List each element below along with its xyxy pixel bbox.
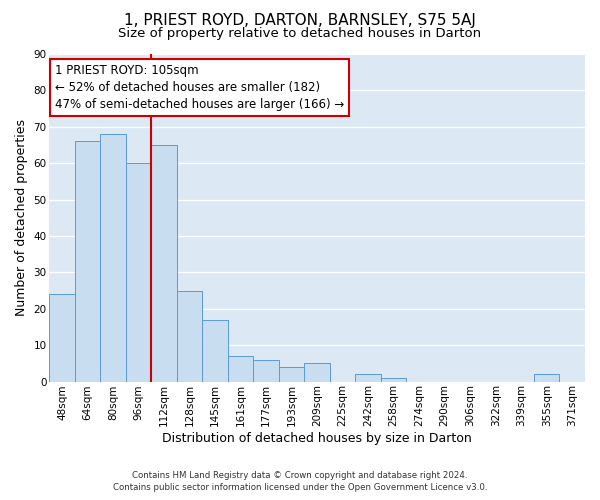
Bar xyxy=(75,142,100,382)
Bar xyxy=(253,360,279,382)
Text: Contains HM Land Registry data © Crown copyright and database right 2024.
Contai: Contains HM Land Registry data © Crown c… xyxy=(113,471,487,492)
Bar xyxy=(279,367,304,382)
Bar xyxy=(126,163,151,382)
Bar xyxy=(355,374,381,382)
Text: 1, PRIEST ROYD, DARTON, BARNSLEY, S75 5AJ: 1, PRIEST ROYD, DARTON, BARNSLEY, S75 5A… xyxy=(124,12,476,28)
Bar xyxy=(381,378,406,382)
Y-axis label: Number of detached properties: Number of detached properties xyxy=(15,120,28,316)
Bar xyxy=(534,374,559,382)
Bar xyxy=(151,145,177,382)
Bar xyxy=(202,320,228,382)
Text: 1 PRIEST ROYD: 105sqm
← 52% of detached houses are smaller (182)
47% of semi-det: 1 PRIEST ROYD: 105sqm ← 52% of detached … xyxy=(55,64,344,111)
Bar xyxy=(304,364,330,382)
Bar xyxy=(49,294,75,382)
Bar xyxy=(177,290,202,382)
X-axis label: Distribution of detached houses by size in Darton: Distribution of detached houses by size … xyxy=(163,432,472,445)
Text: Size of property relative to detached houses in Darton: Size of property relative to detached ho… xyxy=(118,28,482,40)
Bar xyxy=(228,356,253,382)
Bar xyxy=(100,134,126,382)
